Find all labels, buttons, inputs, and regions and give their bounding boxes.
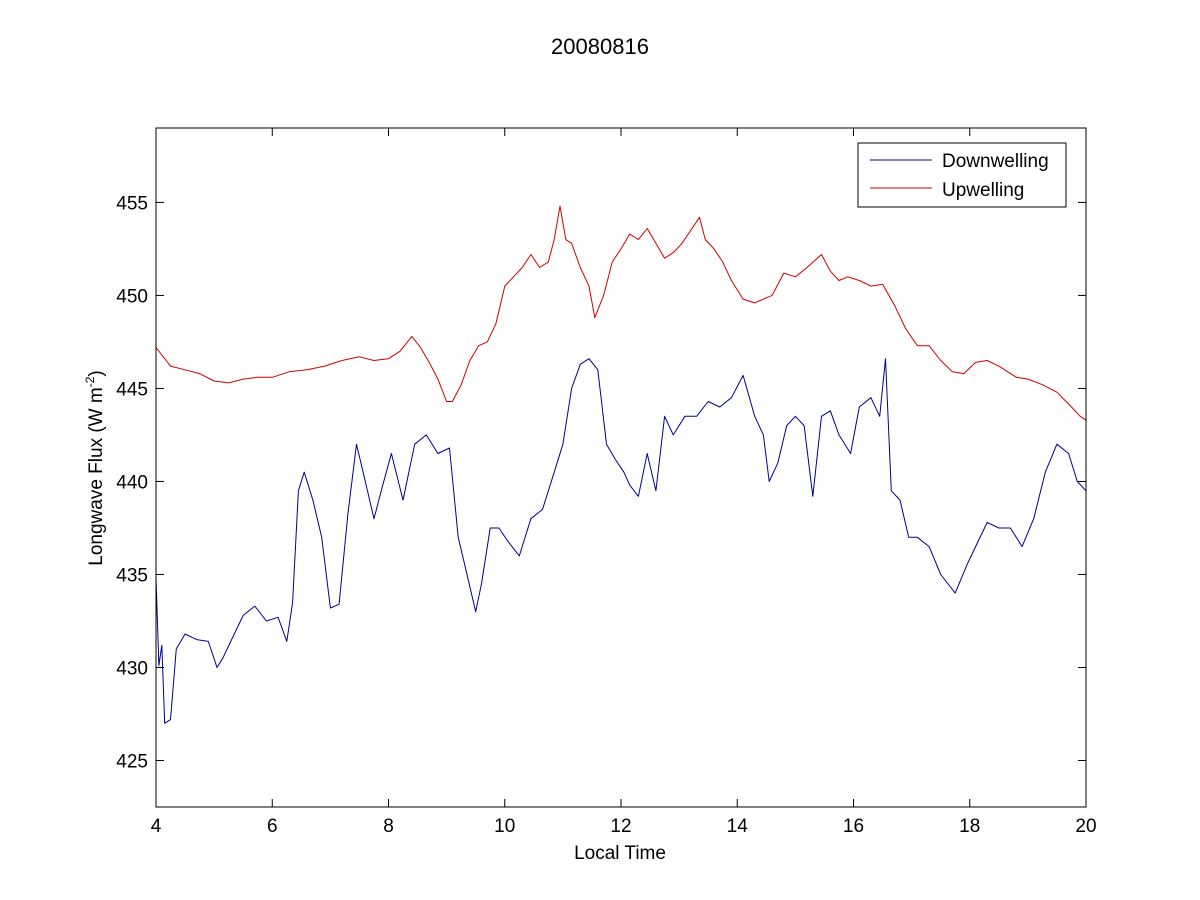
x-tick-label: 8 <box>383 816 394 837</box>
y-axis-label: Longwave Flux (W m-2) <box>83 370 107 565</box>
y-tick-label: 455 <box>116 193 148 214</box>
legend-label-upwelling: Upwelling <box>942 180 1024 201</box>
chart-title: 20080816 <box>551 34 649 59</box>
y-tick-label: 450 <box>116 286 148 307</box>
y-axis-label-main: Longwave Flux (W m <box>86 387 107 565</box>
y-tick-label: 430 <box>116 658 148 679</box>
x-tick-label: 16 <box>843 816 864 837</box>
x-tick-label: 6 <box>267 816 278 837</box>
x-tick-label: 12 <box>610 816 631 837</box>
x-tick-label: 20 <box>1075 816 1096 837</box>
x-tick-label: 14 <box>727 816 749 837</box>
y-axis-label-close: ) <box>86 370 107 376</box>
series-line-upwelling <box>155 205 1087 421</box>
legend: Downwelling Upwelling <box>857 142 1067 208</box>
y-tick-label: 440 <box>116 472 148 493</box>
x-tick-label: 4 <box>151 816 162 837</box>
legend-label-downwelling: Downwelling <box>942 151 1049 172</box>
y-tick-label: 425 <box>116 751 148 772</box>
x-tick-label: 18 <box>959 816 980 837</box>
y-tick-label: 445 <box>116 379 148 400</box>
x-axis-label: Local Time <box>574 843 666 864</box>
x-tick-label: 10 <box>494 816 515 837</box>
y-axis: 425 430 435 440 445 450 455 <box>116 193 1086 772</box>
x-axis: 4 6 8 10 12 14 16 18 20 <box>151 128 1097 837</box>
legend-box <box>857 142 1067 208</box>
y-axis-label-superscript: -2 <box>83 376 97 387</box>
series-line-downwelling <box>155 358 1087 724</box>
y-tick-label: 435 <box>116 565 148 586</box>
series-layer <box>155 205 1087 724</box>
